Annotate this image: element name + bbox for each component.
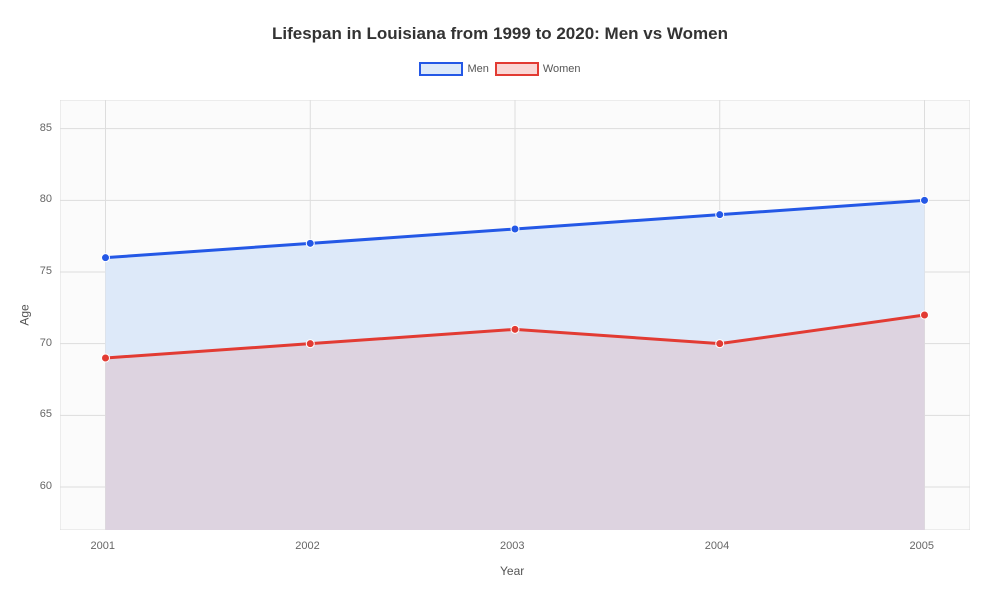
plot-area <box>60 100 970 530</box>
y-axis-label: Age <box>18 304 32 325</box>
chart-container: Lifespan in Louisiana from 1999 to 2020:… <box>0 0 1000 600</box>
x-tick-label: 2003 <box>500 540 524 552</box>
x-tick-label: 2005 <box>910 540 934 552</box>
y-tick-label: 85 <box>40 122 52 134</box>
x-tick-label: 2002 <box>295 540 319 552</box>
y-tick-label: 60 <box>40 480 52 492</box>
legend-item-men: Men <box>419 62 488 76</box>
x-tick-label: 2004 <box>705 540 729 552</box>
legend-label-women: Women <box>543 63 581 75</box>
y-tick-label: 65 <box>40 408 52 420</box>
x-axis-label: Year <box>500 564 524 578</box>
plot-svg <box>60 100 970 530</box>
y-tick-label: 80 <box>40 193 52 205</box>
legend: Men Women <box>0 62 1000 76</box>
y-tick-label: 75 <box>40 265 52 277</box>
legend-swatch-women <box>495 62 539 76</box>
y-tick-label: 70 <box>40 337 52 349</box>
legend-swatch-men <box>419 62 463 76</box>
x-tick-label: 2001 <box>91 540 115 552</box>
legend-label-men: Men <box>467 63 488 75</box>
legend-item-women: Women <box>495 62 581 76</box>
chart-title: Lifespan in Louisiana from 1999 to 2020:… <box>0 0 1000 44</box>
